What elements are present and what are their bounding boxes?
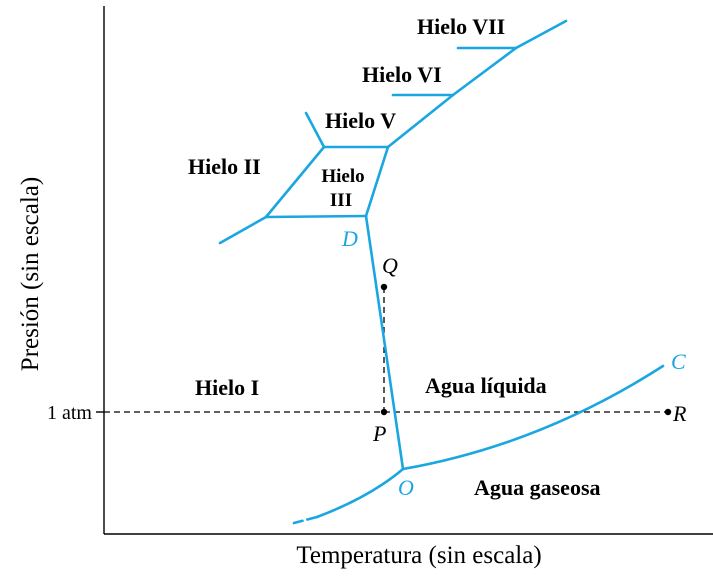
label-hielo-iii-line2: III xyxy=(330,190,352,211)
ice-i-ii-boundary xyxy=(218,215,268,245)
sublimation-curve-extension xyxy=(292,515,319,525)
label-hielo-vi: Hielo VI xyxy=(362,62,442,87)
label-point-d: D xyxy=(341,226,358,251)
label-hielo-ii: Hielo II xyxy=(188,154,261,179)
point-q-marker xyxy=(380,283,388,291)
label-point-p: P xyxy=(372,421,386,446)
vaporization-curve xyxy=(401,364,665,471)
label-hielo-vii: Hielo VII xyxy=(417,14,505,39)
melting-curve xyxy=(364,214,405,471)
label-point-c: C xyxy=(671,349,686,374)
label-hielo-iii-line1: Hielo xyxy=(321,166,364,187)
point-r-marker xyxy=(664,408,672,416)
ice-ii-iii-boundary xyxy=(264,145,326,219)
point-p-marker xyxy=(380,408,388,416)
label-point-r: R xyxy=(672,401,687,426)
sublimation-curve xyxy=(315,467,405,519)
ice-iii-bottom-boundary xyxy=(264,214,368,219)
ice-vi-vii-boundary xyxy=(451,46,518,97)
label-point-o: O xyxy=(398,475,414,500)
ice-ii-v-boundary xyxy=(304,111,326,149)
ice-vii-liquid-boundary xyxy=(514,19,568,50)
label-hielo-v: Hielo V xyxy=(325,108,396,133)
y-axis-title: Presión (sin escala) xyxy=(17,177,44,371)
ice-v-vi-boundary xyxy=(386,93,455,149)
label-point-q: Q xyxy=(382,253,398,278)
label-agua-gaseosa: Agua gaseosa xyxy=(474,475,601,500)
x-axis-title: Temperatura (sin escala) xyxy=(296,542,541,569)
label-agua-liquida: Agua líquida xyxy=(425,373,547,398)
y-tick-label: 1 atm xyxy=(47,402,92,424)
ice-iii-v-boundary xyxy=(364,145,390,218)
label-hielo-i: Hielo I xyxy=(195,375,259,400)
